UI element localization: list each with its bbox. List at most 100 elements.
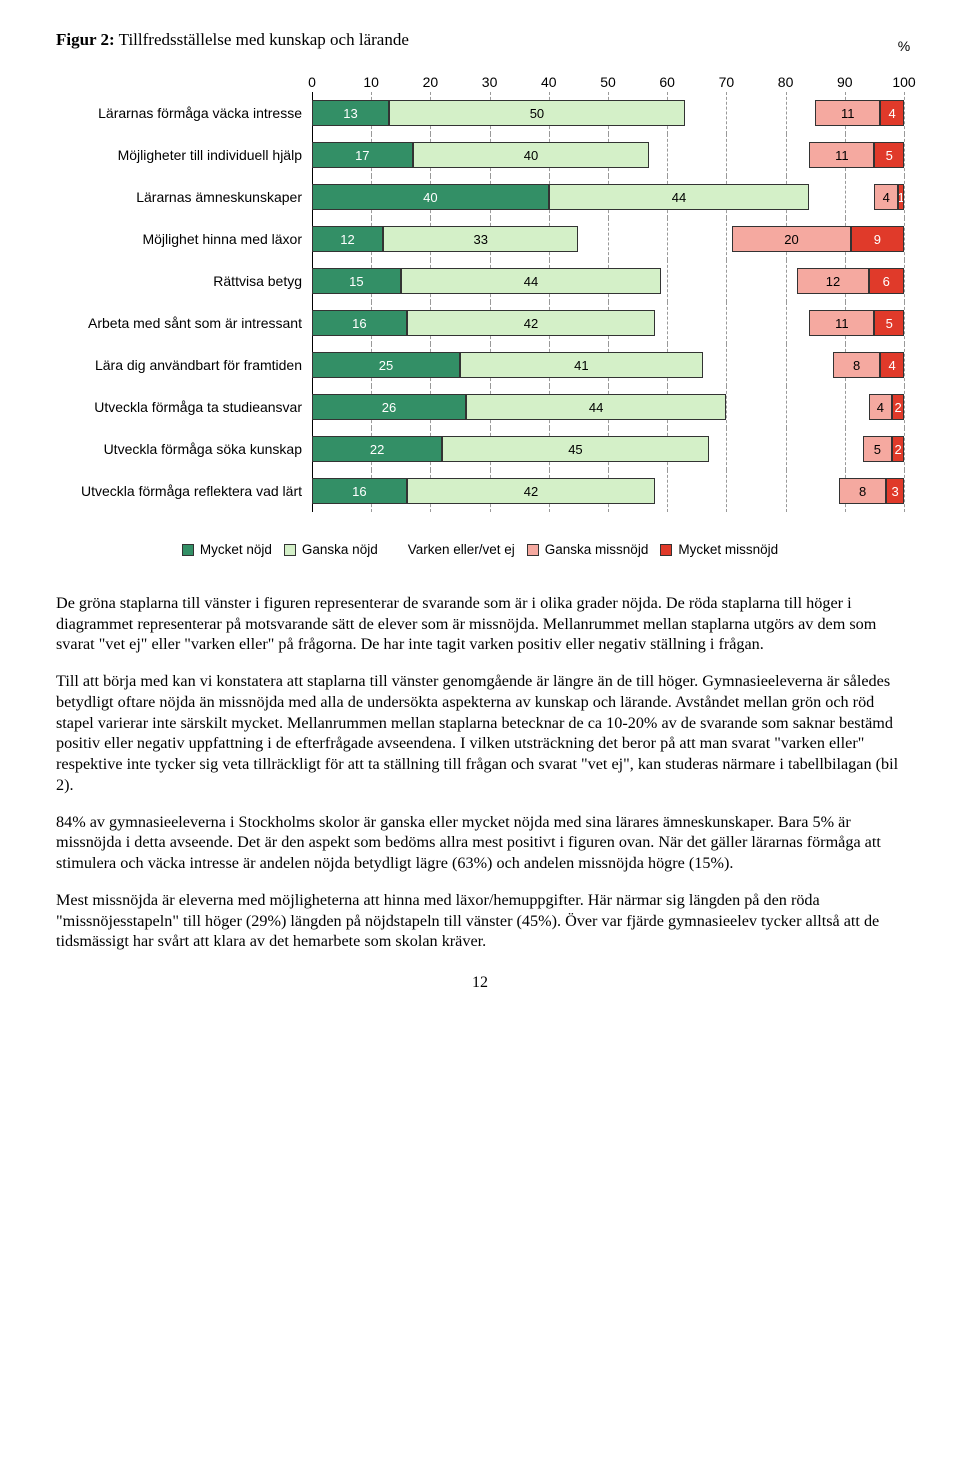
seg-mycket-missnojd: 4	[880, 100, 904, 126]
figure-title: Figur 2: Tillfredsställelse med kunskap …	[56, 30, 904, 50]
legend-label: Ganska missnöjd	[545, 542, 649, 557]
seg-ganska-nojd: 50	[389, 100, 685, 126]
seg-ganska-missnojd: 5	[863, 436, 893, 462]
legend-swatch	[182, 544, 194, 556]
axis-tick: 30	[482, 74, 498, 90]
legend-label: Mycket nöjd	[200, 542, 272, 557]
chart-row: Lärarnas ämneskunskaper404441	[56, 176, 904, 218]
left-bar: 1350	[312, 100, 685, 126]
right-bar: 115	[809, 142, 904, 168]
chart-row: Utveckla förmåga söka kunskap2245 52	[56, 428, 904, 470]
right-bar: 209	[732, 226, 904, 252]
legend-swatch	[527, 544, 539, 556]
axis-tick: 0	[308, 74, 316, 90]
chart-legend: Mycket nöjdGanska nöjdVarken eller/vet e…	[56, 542, 904, 557]
left-bar: 1544	[312, 268, 661, 294]
seg-ganska-nojd: 42	[407, 310, 656, 336]
seg-mycket-missnojd: 5	[874, 142, 904, 168]
row-label: Möjligheter till individuell hjälp	[56, 147, 312, 163]
left-bar: 1642	[312, 310, 655, 336]
left-bar: 1233	[312, 226, 578, 252]
paragraph: Mest missnöjda är eleverna med möjlighet…	[56, 890, 904, 952]
axis-tick: 60	[659, 74, 675, 90]
right-bar: 84	[833, 352, 904, 378]
seg-ganska-nojd: 44	[466, 394, 726, 420]
legend-item: Mycket missnöjd	[660, 542, 778, 557]
seg-ganska-nojd: 44	[401, 268, 661, 294]
bar-track: 1544 126	[312, 260, 904, 302]
figure-title-text: Tillfredsställelse med kunskap och läran…	[119, 30, 409, 49]
row-label: Lära dig användbart för framtiden	[56, 357, 312, 373]
seg-ganska-nojd: 44	[549, 184, 809, 210]
chart-row: Utveckla förmåga ta studieansvar264442	[56, 386, 904, 428]
seg-mycket-missnojd: 2	[892, 394, 904, 420]
bar-track: 1642115	[312, 302, 904, 344]
seg-ganska-nojd: 42	[407, 478, 656, 504]
chart-row: Rättvisa betyg1544 126	[56, 260, 904, 302]
axis-tick: 70	[719, 74, 735, 90]
seg-mycket-missnojd: 9	[851, 226, 904, 252]
row-label: Lärarnas förmåga väcka intresse	[56, 105, 312, 121]
row-label: Utveckla förmåga reflektera vad lärt	[56, 483, 312, 499]
paragraph: De gröna staplarna till vänster i figure…	[56, 593, 904, 655]
seg-ganska-nojd: 41	[460, 352, 703, 378]
left-bar: 4044	[312, 184, 809, 210]
percent-sign: %	[898, 38, 910, 54]
seg-ganska-missnojd: 11	[815, 100, 880, 126]
axis-tick: 40	[541, 74, 557, 90]
left-bar: 2644	[312, 394, 726, 420]
seg-ganska-nojd: 45	[442, 436, 708, 462]
bar-track: 1740 115	[312, 134, 904, 176]
seg-mycket-nojd: 15	[312, 268, 401, 294]
legend-item: Ganska nöjd	[284, 542, 378, 557]
row-label: Möjlighet hinna med läxor	[56, 231, 312, 247]
legend-label: Mycket missnöjd	[678, 542, 778, 557]
axis-tick: 20	[423, 74, 439, 90]
left-bar: 1740	[312, 142, 649, 168]
legend-swatch	[390, 544, 402, 556]
legend-swatch	[284, 544, 296, 556]
seg-ganska-missnojd: 4	[874, 184, 898, 210]
seg-ganska-nojd: 40	[413, 142, 650, 168]
seg-ganska-missnojd: 11	[809, 310, 874, 336]
row-label: Rättvisa betyg	[56, 273, 312, 289]
axis-tick: 90	[837, 74, 853, 90]
seg-ganska-missnojd: 4	[869, 394, 893, 420]
seg-ganska-nojd: 33	[383, 226, 578, 252]
paragraph: Till att börja med kan vi konstatera att…	[56, 671, 904, 795]
chart-row: Lärarnas förmåga väcka intresse1350 114	[56, 92, 904, 134]
seg-ganska-missnojd: 20	[732, 226, 850, 252]
left-bar: 1642	[312, 478, 655, 504]
right-bar: 83	[839, 478, 904, 504]
chart-row: Utveckla förmåga reflektera vad lärt1642…	[56, 470, 904, 512]
seg-mycket-nojd: 16	[312, 478, 407, 504]
seg-mycket-missnojd: 6	[869, 268, 905, 294]
satisfaction-chart: % 0102030405060708090100 Lärarnas förmåg…	[56, 56, 904, 512]
seg-mycket-nojd: 17	[312, 142, 413, 168]
bar-track: 4044 41	[312, 176, 904, 218]
chart-axis: % 0102030405060708090100	[56, 56, 904, 92]
bar-track: 1233 209	[312, 218, 904, 260]
seg-mycket-nojd: 16	[312, 310, 407, 336]
chart-row: Arbeta med sånt som är intressant1642115	[56, 302, 904, 344]
legend-label: Ganska nöjd	[302, 542, 378, 557]
bar-track: 254184	[312, 344, 904, 386]
right-bar: 41	[874, 184, 904, 210]
right-bar: 114	[815, 100, 904, 126]
bar-track: 2644 42	[312, 386, 904, 428]
seg-ganska-missnojd: 12	[797, 268, 868, 294]
seg-mycket-nojd: 22	[312, 436, 442, 462]
row-label: Utveckla förmåga söka kunskap	[56, 441, 312, 457]
body-text: De gröna staplarna till vänster i figure…	[56, 593, 904, 952]
seg-mycket-missnojd: 2	[892, 436, 904, 462]
bar-track: 2245 52	[312, 428, 904, 470]
page-number: 12	[56, 974, 904, 992]
seg-mycket-missnojd: 3	[886, 478, 904, 504]
bar-track: 1642 83	[312, 470, 904, 512]
right-bar: 126	[797, 268, 904, 294]
axis-tick: 50	[600, 74, 616, 90]
seg-mycket-nojd: 12	[312, 226, 383, 252]
bar-track: 1350 114	[312, 92, 904, 134]
left-bar: 2245	[312, 436, 709, 462]
axis-tick: 10	[363, 74, 379, 90]
